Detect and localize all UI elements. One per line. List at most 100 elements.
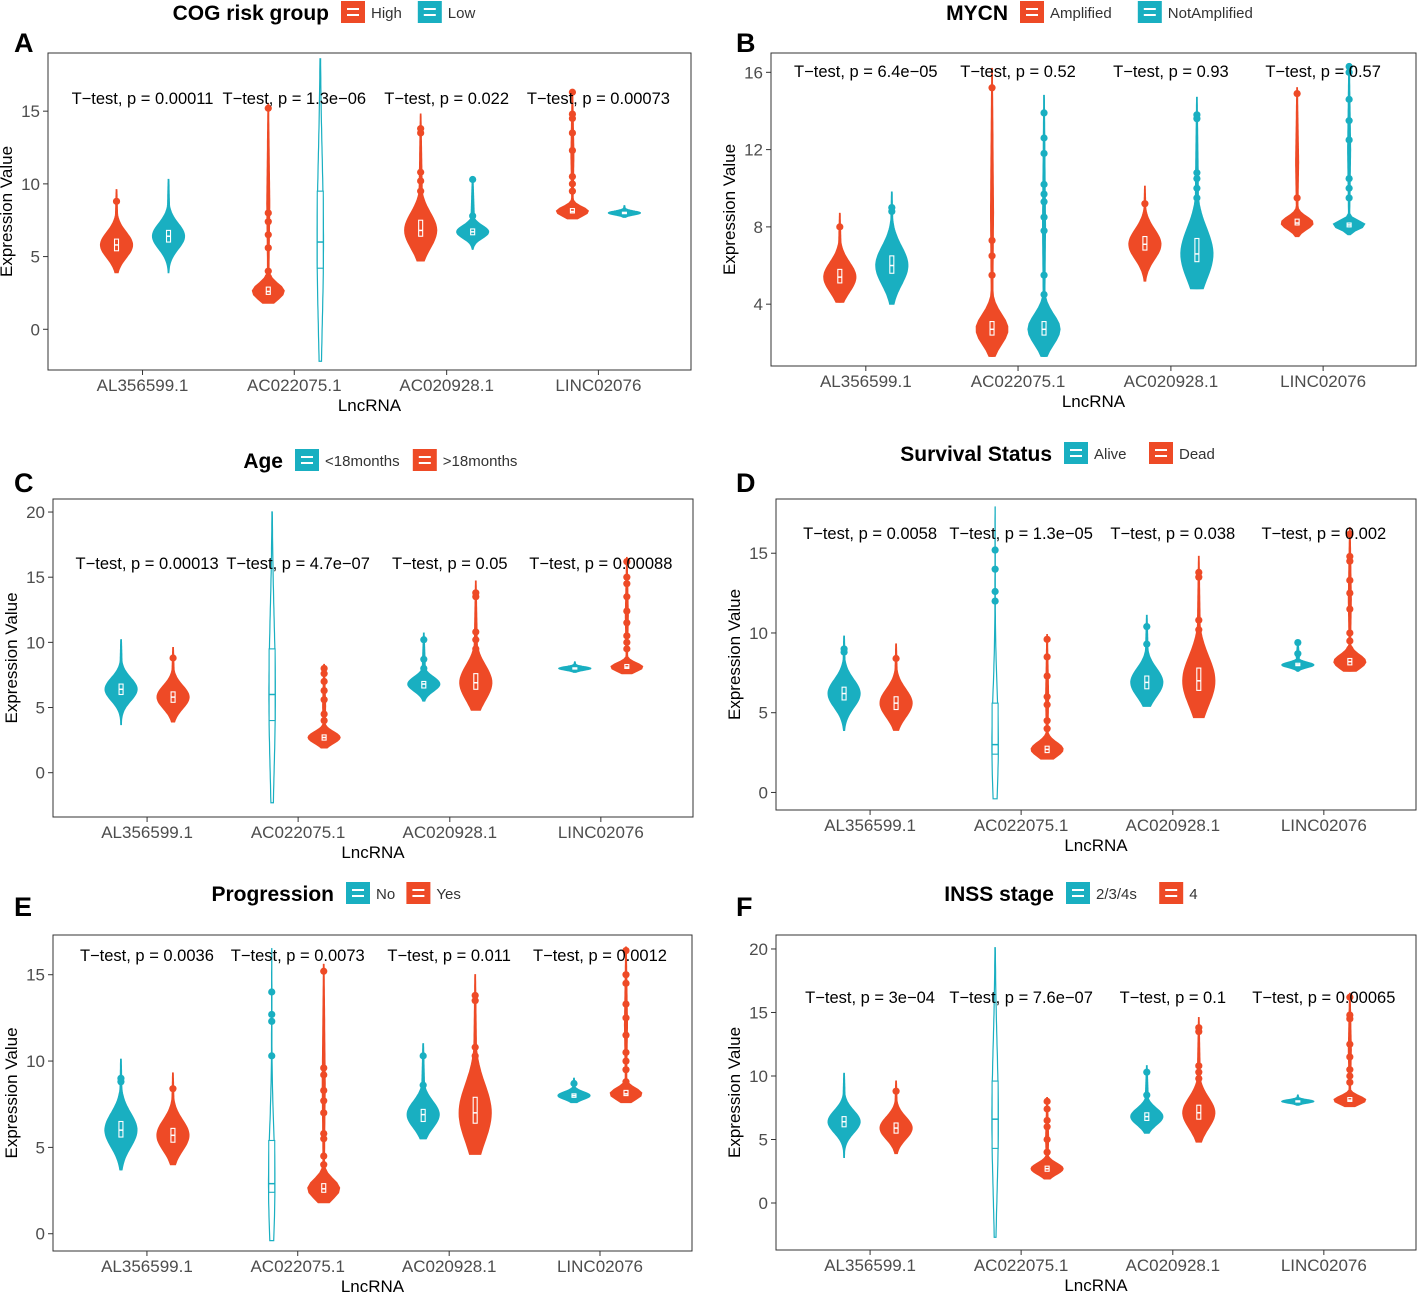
outlier-point bbox=[622, 1066, 630, 1074]
violin-body bbox=[975, 67, 1009, 357]
y-axis-title: Expression Value bbox=[0, 146, 16, 277]
outlier-point bbox=[1043, 1116, 1051, 1125]
outlier-point bbox=[320, 664, 328, 673]
legend-key: <18months bbox=[295, 449, 400, 471]
series-1 bbox=[879, 527, 1367, 760]
y-axis: 4 8 12 16 Expression Value bbox=[720, 63, 771, 314]
legend-swatch bbox=[412, 449, 437, 471]
violin bbox=[104, 639, 138, 726]
outlier-point bbox=[1040, 190, 1048, 198]
box bbox=[268, 648, 276, 722]
outlier-point bbox=[1345, 174, 1353, 183]
outlier-point bbox=[623, 607, 631, 615]
outlier-point bbox=[320, 1086, 328, 1095]
outlier-point bbox=[264, 267, 272, 275]
box bbox=[268, 1139, 276, 1193]
outlier-point bbox=[469, 212, 477, 220]
outlier-point bbox=[1040, 213, 1048, 221]
outlier-point bbox=[623, 638, 631, 646]
legend-key: >18months bbox=[412, 449, 518, 471]
outlier-point bbox=[1293, 89, 1301, 98]
outlier-point bbox=[1043, 736, 1051, 744]
outlier-point bbox=[1346, 1011, 1354, 1019]
outlier-point bbox=[417, 177, 425, 185]
outlier-point bbox=[1345, 136, 1353, 144]
y-tick-label: 20 bbox=[26, 503, 45, 522]
legend-key: Dead bbox=[1149, 442, 1215, 464]
outlier-point bbox=[892, 1087, 900, 1095]
y-tick-label: 12 bbox=[744, 141, 763, 160]
p-value-label: T−test, p = 0.1 bbox=[1120, 989, 1226, 1007]
x-tick-label: AL356599.1 bbox=[97, 376, 189, 395]
violin bbox=[456, 175, 490, 250]
violin bbox=[879, 1080, 913, 1155]
violin bbox=[251, 103, 285, 304]
outlier-point bbox=[420, 655, 428, 663]
annotations: T−test, p = 0.00013 T−test, p = 4.7e−07 T−… bbox=[76, 555, 673, 573]
legend-key: Amplified bbox=[1020, 1, 1112, 23]
y-tick-label: 10 bbox=[26, 1052, 45, 1071]
violin bbox=[1333, 527, 1367, 672]
outlier-point bbox=[623, 632, 631, 640]
outlier-point bbox=[320, 677, 328, 686]
violin bbox=[99, 189, 134, 274]
outlier-point bbox=[264, 273, 272, 281]
outlier-point bbox=[417, 125, 425, 133]
box bbox=[420, 1108, 426, 1123]
outlier-point bbox=[1346, 1072, 1354, 1080]
outlier-point bbox=[320, 1129, 328, 1138]
y-tick-label: 0 bbox=[759, 783, 768, 802]
outlier-point bbox=[472, 645, 480, 653]
p-value-label: T−test, p = 1.3e−06 bbox=[222, 90, 366, 108]
p-value-label: T−test, p = 0.0073 bbox=[231, 947, 365, 965]
p-value-label: T−test, p = 0.52 bbox=[960, 63, 1076, 81]
outlier-point bbox=[1195, 616, 1203, 624]
series-1 bbox=[156, 556, 644, 749]
outlier-point bbox=[570, 1079, 578, 1088]
violin bbox=[151, 178, 186, 274]
legend-key: High bbox=[341, 1, 402, 23]
legend-swatch bbox=[295, 449, 319, 471]
outlier-point bbox=[320, 710, 328, 718]
violin bbox=[557, 661, 592, 673]
violin-body bbox=[267, 947, 276, 1242]
p-value-label: T−test, p = 0.00073 bbox=[527, 90, 670, 108]
outlier-point bbox=[988, 271, 996, 279]
violin-body bbox=[156, 1072, 190, 1166]
outlier-point bbox=[419, 1052, 427, 1060]
series-0 bbox=[827, 947, 1315, 1238]
panel-letter: E bbox=[14, 892, 32, 922]
y-tick-label: 5 bbox=[759, 1130, 768, 1149]
x-tick-label: AC022075.1 bbox=[250, 1257, 345, 1276]
outlier-point bbox=[991, 597, 999, 605]
y-tick-label: 0 bbox=[36, 1225, 45, 1244]
y-tick-label: 0 bbox=[31, 320, 40, 339]
y-axis-title: Expression Value bbox=[725, 589, 744, 720]
legend-title: Progression bbox=[211, 883, 334, 906]
violin-body bbox=[104, 639, 138, 726]
series-0 bbox=[104, 947, 591, 1242]
outlier-point bbox=[888, 203, 896, 212]
x-axis-title: LncRNA bbox=[1064, 1276, 1128, 1293]
x-tick-label: AC020928.1 bbox=[1126, 816, 1221, 835]
violin-body bbox=[991, 947, 999, 1238]
p-value-label: T−test, p = 1.3e−05 bbox=[949, 525, 1093, 543]
series-1 bbox=[879, 992, 1367, 1180]
outlier-point bbox=[112, 197, 121, 205]
outlier-point bbox=[471, 991, 479, 1000]
legend-label: High bbox=[371, 5, 402, 22]
outlier-point bbox=[622, 1014, 630, 1022]
violin bbox=[406, 1043, 440, 1140]
violin-body bbox=[406, 1043, 440, 1140]
box bbox=[989, 321, 995, 336]
violin bbox=[268, 511, 276, 804]
outlier-point bbox=[836, 223, 844, 231]
outlier-point bbox=[320, 724, 328, 732]
outlier-point bbox=[264, 209, 272, 217]
violin bbox=[1281, 638, 1315, 672]
y-tick-label: 8 bbox=[754, 218, 763, 237]
legend-label: >18months bbox=[443, 453, 518, 470]
outlier-point bbox=[622, 1031, 630, 1039]
violin bbox=[1128, 185, 1162, 282]
violin-body bbox=[404, 113, 438, 262]
